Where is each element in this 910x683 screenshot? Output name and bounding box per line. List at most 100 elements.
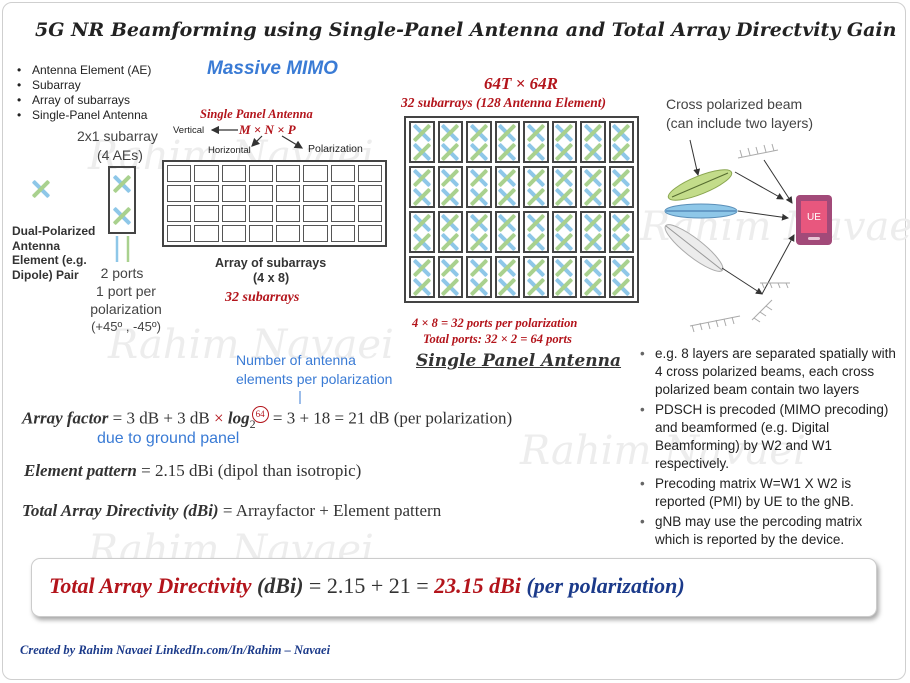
antenna-element (442, 214, 459, 231)
subarray-cell (551, 166, 577, 208)
antenna-element (413, 143, 430, 160)
antenna-element (527, 259, 544, 276)
beam-group (664, 169, 738, 272)
antenna-element (584, 143, 601, 160)
antenna-element (613, 188, 630, 205)
antenna-element (556, 124, 573, 141)
antenna-element (413, 233, 430, 250)
antenna-element (527, 214, 544, 231)
subarray-cell (437, 211, 463, 253)
subarray-2x1 (108, 166, 136, 234)
antenna-element (613, 214, 630, 231)
subarray-cell (303, 225, 328, 242)
antenna-element (613, 169, 630, 186)
t64r64-label: 64T × 64R (484, 74, 558, 93)
ports-text: 2 ports 1 port per polarization (+45º , … (90, 265, 162, 334)
subarray-cell (167, 205, 192, 222)
antenna-element (499, 188, 516, 205)
antenna-element (470, 278, 487, 295)
antenna-element (499, 124, 516, 141)
array-label: Array of subarrays (215, 256, 327, 270)
antenna-element (499, 143, 516, 160)
mnp-label: M × N × P (239, 122, 296, 137)
subarray-cell (357, 165, 382, 182)
subarray-cell (466, 121, 492, 163)
massive-mimo-heading: Massive MIMO (207, 58, 338, 79)
antenna-element (527, 169, 544, 186)
antenna-element (413, 188, 430, 205)
legend-item: Subarray (14, 78, 151, 93)
antenna-element (584, 214, 601, 231)
legend-item: Single-Panel Antenna (14, 108, 151, 123)
antenna-element (114, 208, 131, 225)
subarray-cell (221, 205, 246, 222)
subarray-cell (494, 211, 520, 253)
antenna-element (470, 214, 487, 231)
subarray-cell (194, 205, 219, 222)
subarray-cell (551, 121, 577, 163)
subarray-cell (357, 185, 382, 202)
single-panel-big-label: Single Panel Antenna (416, 351, 622, 371)
antenna-element (527, 233, 544, 250)
antenna-element (584, 233, 601, 250)
subarray-cell (303, 165, 328, 182)
subarray-cell (167, 225, 192, 242)
antenna-element (613, 278, 630, 295)
antenna-element (470, 259, 487, 276)
antenna-element (613, 124, 630, 141)
antenna-element (499, 278, 516, 295)
antenna-element (527, 124, 544, 141)
antenna-element (442, 233, 459, 250)
antenna-element (613, 143, 630, 160)
subarray-cell (466, 166, 492, 208)
page-title: 5G NR Beamforming using Single-Panel Ant… (35, 19, 897, 41)
array-of-subarrays-grid (162, 160, 387, 247)
result-formula: Total Array Directivity (dBi) = 2.15 + 2… (49, 573, 685, 598)
array-factor-formula: Array factor = 3 dB + 3 dB × log264 = 3 … (22, 406, 512, 432)
vertical-label: Vertical (173, 125, 205, 136)
dual-pol-label: Dual-Polarized Antenna Element (e.g. Dip… (12, 224, 96, 282)
antenna-element (527, 143, 544, 160)
subarray-cell (330, 165, 355, 182)
footer-credit: Created by Rahim Navaei LinkedIn.com/In/… (20, 643, 331, 657)
subarray-cell (523, 256, 549, 298)
subarray-cell (221, 165, 246, 182)
subarray-cell (494, 121, 520, 163)
polarization-label: Polarization (308, 143, 363, 155)
total-ports: Total ports: 32 × 2 = 64 ports (423, 332, 572, 346)
subarrays-32-label: 32 subarrays (225, 290, 300, 305)
antenna-element (584, 278, 601, 295)
subarray-cell (194, 165, 219, 182)
subarray-cell (580, 256, 606, 298)
subarray-cell (276, 185, 301, 202)
total-directivity-formula: Total Array Directivity (dBi) = Arrayfac… (22, 501, 442, 520)
antenna-element (527, 278, 544, 295)
single-panel-small-heading: Single Panel Antenna (200, 107, 313, 121)
antenna-element (114, 176, 131, 193)
right-notes-list: e.g. 8 layers are separated spatially wi… (637, 345, 899, 551)
ue-label: UE (801, 201, 827, 233)
horizontal-label: Horizontal (208, 145, 251, 156)
antenna-element (556, 169, 573, 186)
antenna-element (413, 124, 430, 141)
antenna-element (584, 124, 601, 141)
subarray-cell (194, 225, 219, 242)
antenna-element (413, 278, 430, 295)
subarray-cell (608, 256, 634, 298)
array-dims: (4 x 8) (253, 271, 290, 285)
subarray-cell (608, 166, 634, 208)
subarray-cell (466, 211, 492, 253)
subarray-cell (330, 185, 355, 202)
subarray-cell (580, 211, 606, 253)
watermark-2: Rahim Navaei (108, 322, 394, 368)
subarray-cell (409, 121, 435, 163)
antenna-element (556, 214, 573, 231)
subarray-cell (523, 166, 549, 208)
antenna-element (413, 214, 430, 231)
subarray-cell (523, 211, 549, 253)
antenna-element (556, 233, 573, 250)
subarray-2x1-ae-count: (4 AEs) (97, 147, 143, 163)
subarray-cell (551, 211, 577, 253)
note-item: gNB may use the percoding matrix which i… (637, 513, 899, 549)
